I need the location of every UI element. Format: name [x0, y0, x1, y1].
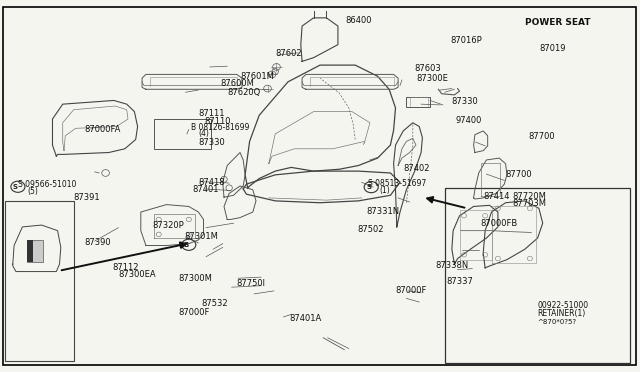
Text: 87338N: 87338N [435, 262, 468, 270]
Text: S: S [13, 184, 18, 190]
Text: 87600M: 87600M [221, 79, 255, 88]
Text: 87016P: 87016P [450, 36, 482, 45]
Text: 87301M: 87301M [184, 232, 218, 241]
Bar [5, 201, 74, 361]
Text: 87502: 87502 [357, 225, 383, 234]
Text: RETAINER(1): RETAINER(1) [538, 309, 586, 318]
Text: 87337: 87337 [447, 278, 474, 286]
Bar [406, 97, 430, 107]
Text: 87110: 87110 [205, 117, 231, 126]
Text: 87418: 87418 [198, 178, 225, 187]
Text: 87330: 87330 [198, 138, 225, 147]
Text: 87414: 87414 [483, 192, 509, 201]
Text: 87000F: 87000F [178, 308, 209, 317]
Bar [154, 119, 211, 149]
Text: 86400: 86400 [346, 16, 372, 25]
Text: 87000FA: 87000FA [84, 125, 121, 134]
Text: 87000F: 87000F [396, 286, 427, 295]
Text: 87700: 87700 [506, 170, 532, 179]
Text: 87401: 87401 [192, 185, 218, 194]
Text: 87300E: 87300E [416, 74, 448, 83]
Text: B 08126-81699: B 08126-81699 [191, 123, 249, 132]
Text: 87602: 87602 [275, 49, 302, 58]
Text: 00922-51000: 00922-51000 [538, 301, 589, 310]
Text: 87320P: 87320P [152, 221, 184, 230]
Text: 87720M: 87720M [512, 192, 546, 201]
Text: 97400: 97400 [456, 116, 482, 125]
Text: (1): (1) [379, 186, 390, 195]
Text: ^870*0?5?: ^870*0?5? [538, 319, 577, 325]
Text: 87330: 87330 [452, 97, 479, 106]
Text: POWER SEAT: POWER SEAT [525, 18, 590, 27]
Text: 87111: 87111 [198, 109, 225, 118]
Text: 87300M: 87300M [178, 274, 212, 283]
Text: (5): (5) [27, 187, 38, 196]
Text: S: S [366, 184, 371, 190]
Text: S 08513-51697: S 08513-51697 [368, 179, 426, 188]
Text: 87019: 87019 [540, 44, 566, 53]
Text: 87402: 87402 [403, 164, 429, 173]
Text: 87750l: 87750l [237, 279, 266, 288]
Text: 87601M: 87601M [240, 72, 274, 81]
Text: (4): (4) [198, 129, 209, 138]
Text: 87391: 87391 [74, 193, 100, 202]
Text: 87703M: 87703M [512, 199, 546, 208]
Text: 87620Q: 87620Q [227, 88, 260, 97]
Text: 87112: 87112 [112, 263, 138, 272]
Text: 87401A: 87401A [289, 314, 321, 323]
Text: 87390: 87390 [84, 238, 111, 247]
Text: 87000FB: 87000FB [480, 219, 517, 228]
Bar [445, 188, 630, 363]
Bar [27, 240, 43, 262]
Text: 87331N: 87331N [366, 207, 399, 216]
Text: 87700: 87700 [529, 132, 556, 141]
Text: S 09566-51010: S 09566-51010 [18, 180, 76, 189]
Text: 87532: 87532 [202, 299, 228, 308]
Text: 87603: 87603 [415, 64, 442, 73]
Bar [27, 240, 33, 262]
Text: 87300EA: 87300EA [118, 270, 156, 279]
Text: B: B [184, 242, 189, 248]
